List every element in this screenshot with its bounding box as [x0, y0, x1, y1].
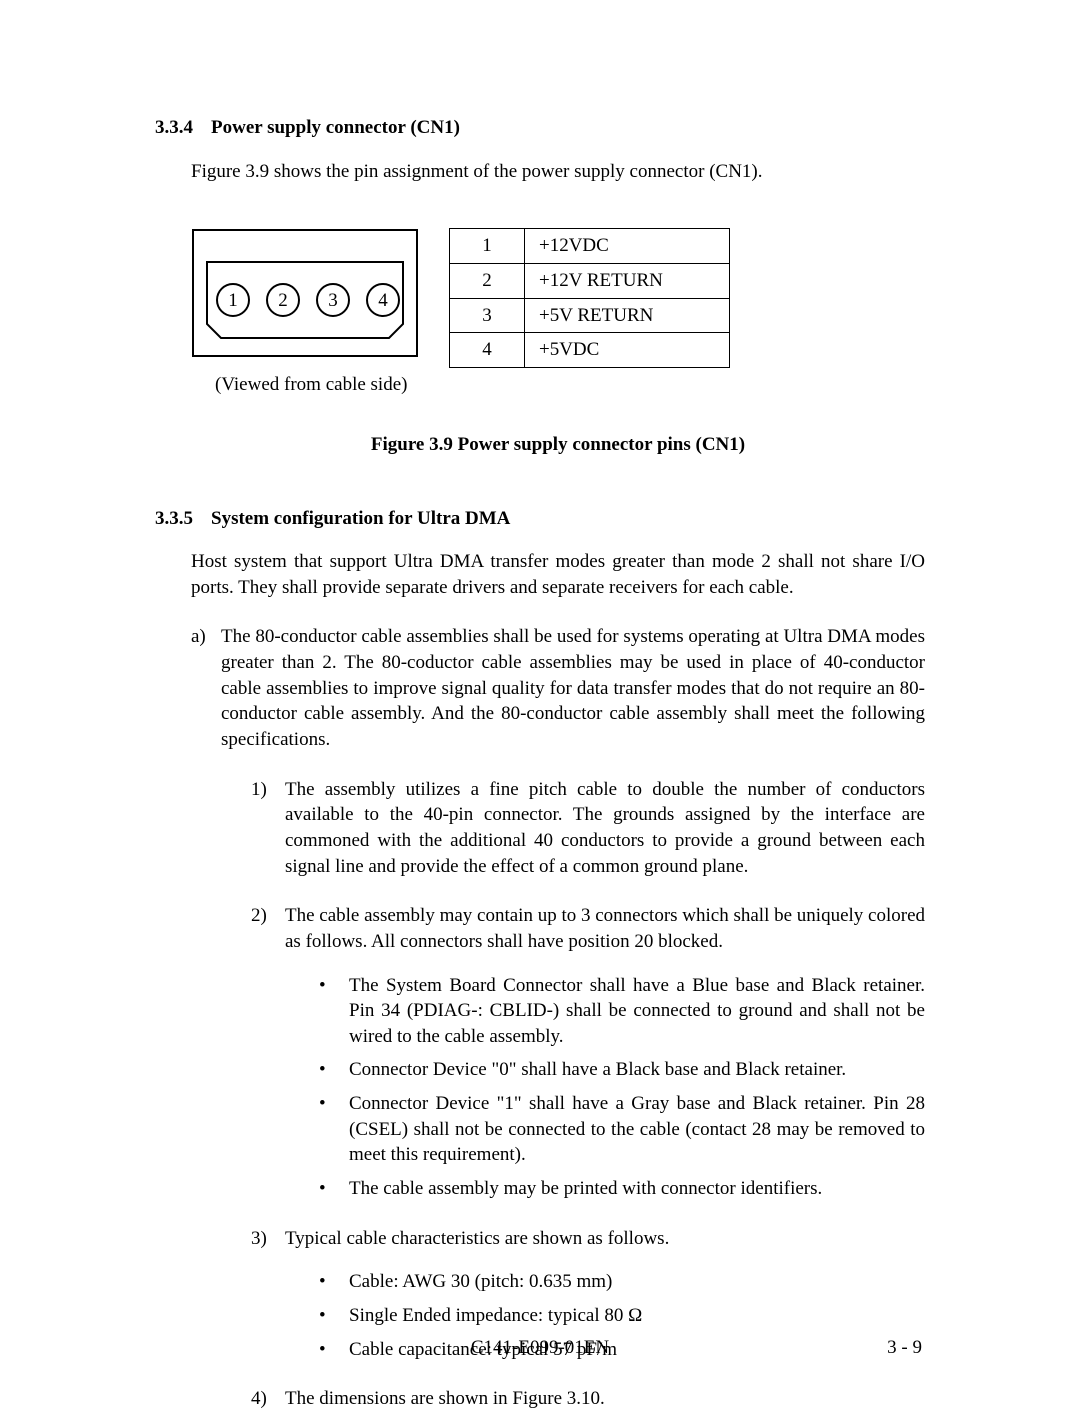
connector-pin-2: 2 [278, 290, 288, 311]
page-content: 3.3.4 Power supply connector (CN1) Figur… [0, 0, 1080, 1412]
pin-cell: 1 [450, 229, 525, 264]
list-marker: 1) [251, 777, 285, 880]
table-row: 1 +12VDC [450, 229, 730, 264]
pin-table: 1 +12VDC 2 +12V RETURN 3 +5V RETURN 4 +5… [449, 228, 730, 368]
connector-pin-4: 4 [378, 290, 388, 311]
table-row: 2 +12V RETURN [450, 263, 730, 298]
pin-label-cell: +12V RETURN [525, 263, 730, 298]
list-text-a: The 80-conductor cable assemblies shall … [221, 624, 925, 1411]
bullet-item: • The cable assembly may be printed with… [319, 1176, 925, 1202]
list-marker-a: a) [191, 624, 221, 1411]
list-a3-text: Typical cable characteristics are shown … [285, 1228, 669, 1249]
section-335-number: 3.3.5 [155, 506, 211, 532]
section-334-title: Power supply connector (CN1) [211, 115, 460, 141]
pin-cell: 3 [450, 298, 525, 333]
section-335-body: Host system that support Ultra DMA trans… [191, 549, 925, 1412]
bullet-item: • Single Ended impedance: typical 80 Ω [319, 1303, 669, 1329]
bullet-item: • Cable: AWG 30 (pitch: 0.635 mm) [319, 1269, 669, 1295]
bullet-marker: • [319, 1057, 349, 1083]
list-item-a1: 1) The assembly utilizes a fine pitch ca… [251, 777, 925, 880]
connector-pin-1: 1 [228, 290, 238, 311]
list-marker: 2) [251, 903, 285, 1201]
bullet-marker: • [319, 1269, 349, 1295]
connector-diagram: 1 2 3 4 (Viewed from cable side) [191, 228, 419, 398]
list-text: The dimensions are shown in Figure 3.10. [285, 1386, 605, 1412]
section-334-heading: 3.3.4 Power supply connector (CN1) [155, 115, 925, 141]
table-row: 4 +5VDC [450, 333, 730, 368]
pin-label-cell: +12VDC [525, 229, 730, 264]
connector-viewed-caption: (Viewed from cable side) [215, 372, 419, 398]
list-marker: 4) [251, 1386, 285, 1412]
bullet-marker: • [319, 1176, 349, 1202]
list-item-a4: 4) The dimensions are shown in Figure 3.… [251, 1386, 925, 1412]
section-335-title: System configuration for Ultra DMA [211, 506, 510, 532]
list-marker: 3) [251, 1226, 285, 1363]
bullet-item: • The System Board Connector shall have … [319, 973, 925, 1050]
bullet-marker: • [319, 973, 349, 1050]
pin-label-cell: +5V RETURN [525, 298, 730, 333]
list-text: The cable assembly may contain up to 3 c… [285, 903, 925, 1201]
bullet-text: Connector Device "1" shall have a Gray b… [349, 1091, 925, 1168]
pin-cell: 2 [450, 263, 525, 298]
connector-pin-3: 3 [328, 290, 338, 311]
bullet-block: • The System Board Connector shall have … [319, 973, 925, 1202]
connector-svg: 1 2 3 4 [191, 228, 419, 358]
bullet-item: • Connector Device "0" shall have a Blac… [319, 1057, 925, 1083]
bullet-text: Cable: AWG 30 (pitch: 0.635 mm) [349, 1269, 612, 1295]
bullet-marker: • [319, 1303, 349, 1329]
list-text: The assembly utilizes a fine pitch cable… [285, 777, 925, 880]
figure-caption: Figure 3.9 Power supply connector pins (… [191, 432, 925, 458]
bullet-marker: • [319, 1337, 349, 1363]
list-item-a: a) The 80-conductor cable assemblies sha… [191, 624, 925, 1411]
bullet-text: Connector Device "0" shall have a Black … [349, 1057, 846, 1083]
footer-doc-id: C141-E099-01EN [471, 1335, 609, 1361]
section-334-number: 3.3.4 [155, 115, 211, 141]
list-item-a2: 2) The cable assembly may contain up to … [251, 903, 925, 1201]
section-334-body: Figure 3.9 shows the pin assignment of t… [191, 159, 925, 458]
host-paragraph: Host system that support Ultra DMA trans… [191, 549, 925, 600]
section-334-intro: Figure 3.9 shows the pin assignment of t… [191, 159, 925, 185]
bullet-text: The System Board Connector shall have a … [349, 973, 925, 1050]
list-a-text: The 80-conductor cable assemblies shall … [221, 626, 925, 750]
bullet-text: The cable assembly may be printed with c… [349, 1176, 822, 1202]
footer-page-num: 3 - 9 [887, 1335, 922, 1361]
list-a2-text: The cable assembly may contain up to 3 c… [285, 905, 925, 952]
bullet-marker: • [319, 1091, 349, 1168]
bullet-text: Single Ended impedance: typical 80 Ω [349, 1303, 642, 1329]
sub-list-block: 1) The assembly utilizes a fine pitch ca… [251, 777, 925, 1412]
figure-row: 1 2 3 4 (Viewed from cable side) 1 +12VD… [191, 228, 925, 398]
bullet-item: • Connector Device "1" shall have a Gray… [319, 1091, 925, 1168]
section-335-heading: 3.3.5 System configuration for Ultra DMA [155, 506, 925, 532]
pin-cell: 4 [450, 333, 525, 368]
pin-label-cell: +5VDC [525, 333, 730, 368]
table-row: 3 +5V RETURN [450, 298, 730, 333]
